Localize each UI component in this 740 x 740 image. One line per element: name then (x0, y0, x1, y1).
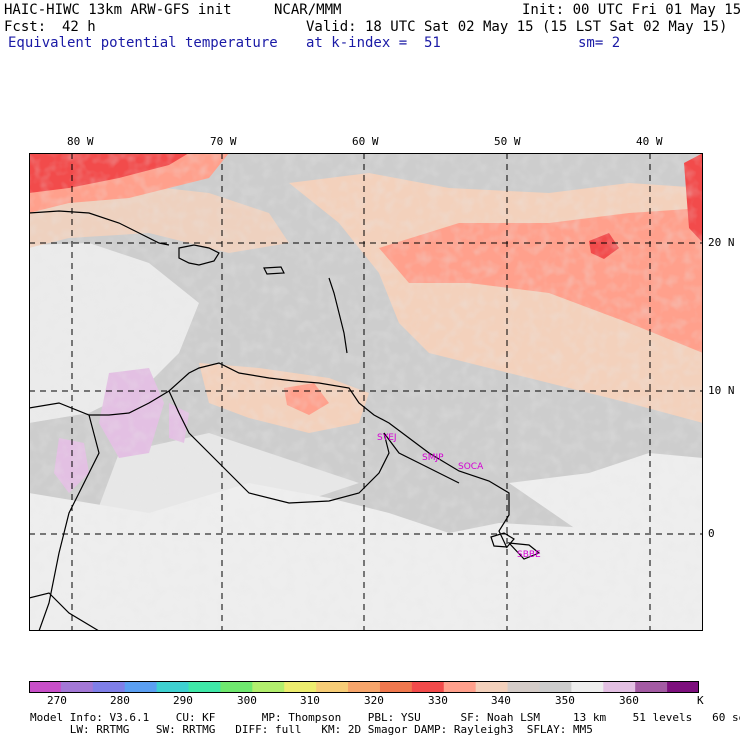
colorbar-swatch (667, 681, 699, 693)
init-time: Init: 00 UTC Fri 01 May 15 (522, 2, 740, 18)
smoothing-info: sm= 2 (578, 35, 621, 51)
station-sbbe: SBBE (517, 550, 541, 560)
colorbar-swatch (507, 681, 540, 693)
colorbar-tick-340: 340 (491, 694, 511, 707)
station-soca: SOCA (458, 462, 484, 472)
valid-time: Valid: 18 UTC Sat 02 May 15 (15 LST Sat … (306, 19, 728, 35)
colorbar-swatch (29, 681, 62, 693)
colorbar-swatch (220, 681, 253, 693)
theta-e-map: SYEJ SMJP SOCA SBBE (29, 153, 703, 631)
colorbar-unit: K (697, 694, 704, 707)
model-info-line-2: LW: RRTMG SW: RRTMG DIFF: full KM: 2D Sm… (30, 723, 593, 736)
forecast-hour: 42 h (62, 19, 96, 35)
map-frame (29, 153, 703, 631)
colorbar-swatch (539, 681, 572, 693)
colorbar (29, 681, 699, 693)
colorbar-tick-300: 300 (237, 694, 257, 707)
colorbar-tick-280: 280 (110, 694, 130, 707)
colorbar-swatch (60, 681, 94, 693)
colorbar-swatch (92, 681, 126, 693)
colorbar-swatch (124, 681, 158, 693)
latlon-grid (29, 153, 703, 631)
model-info-line-1: Model Info: V3.6.1 CU: KF MP: Thompson P… (30, 711, 740, 724)
forecast-label: Fcst: (4, 19, 47, 35)
colorbar-swatch (156, 681, 190, 693)
field-name: Equivalent potential temperature (8, 35, 278, 51)
lon-label-60w: 60 W (352, 135, 379, 148)
colorbar-tick-350: 350 (555, 694, 575, 707)
lon-label-50w: 50 W (494, 135, 521, 148)
lon-label-40w: 40 W (636, 135, 663, 148)
colorbar-swatch (284, 681, 317, 693)
colorbar-swatch (475, 681, 509, 693)
colorbar-swatch (411, 681, 445, 693)
station-syej: SYEJ (377, 433, 397, 443)
model-title: HAIC-HIWC 13km ARW-GFS init (4, 2, 232, 18)
colorbar-swatch (252, 681, 285, 693)
colorbar-tick-360: 360 (619, 694, 639, 707)
colorbar-swatch (188, 681, 221, 693)
lat-label-10n: 10 N (708, 384, 735, 397)
colorbar-tick-310: 310 (300, 694, 320, 707)
colorbar-swatch (635, 681, 668, 693)
coastlines (29, 210, 541, 631)
colorbar-tick-270: 270 (47, 694, 67, 707)
level-info: at k-index = 51 (306, 35, 441, 51)
colorbar-tick-320: 320 (364, 694, 384, 707)
field-texture (29, 153, 703, 631)
lat-label-20n: 20 N (708, 236, 735, 249)
colorbar-swatch (443, 681, 477, 693)
colorbar-swatch (571, 681, 604, 693)
colorbar-swatch (348, 681, 381, 693)
lon-label-80w: 80 W (67, 135, 94, 148)
center-name: NCAR/MMM (274, 2, 342, 18)
station-smjp: SMJP (422, 453, 444, 463)
colorbar-swatch (379, 681, 413, 693)
colorbar-swatch (603, 681, 636, 693)
colorbar-tick-330: 330 (428, 694, 448, 707)
colorbar-tick-290: 290 (173, 694, 193, 707)
lon-label-70w: 70 W (210, 135, 237, 148)
colorbar-swatch (316, 681, 349, 693)
lat-label-eq: 0 (708, 527, 715, 540)
